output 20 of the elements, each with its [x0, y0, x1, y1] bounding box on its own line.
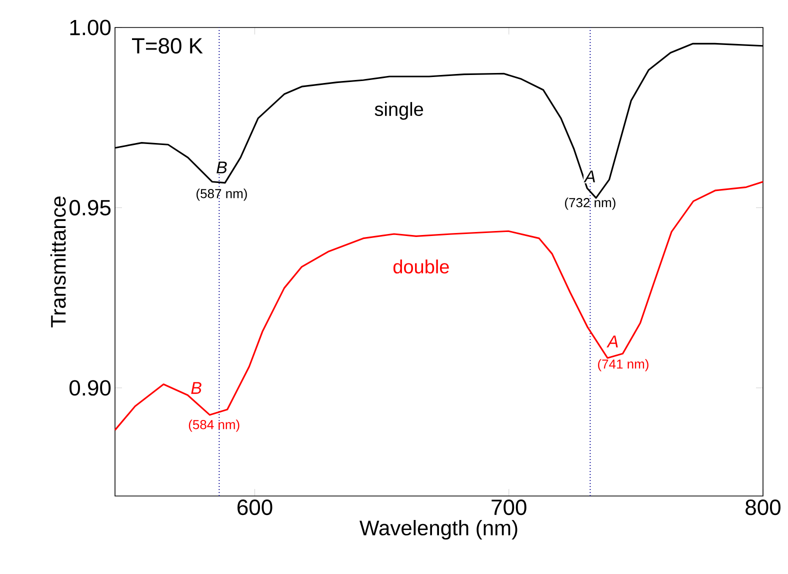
annotation: B — [191, 382, 202, 394]
annotation: B — [216, 162, 227, 174]
annotation: T=80 K — [132, 38, 203, 54]
x-tick-label: 600 — [238, 500, 272, 516]
annotation: (741 nm) — [598, 359, 648, 372]
y-tick-label: 0.95 — [70, 200, 111, 216]
y-axis-title: Transmittance — [50, 196, 66, 328]
annotation: A — [584, 170, 595, 182]
annotation: (732 nm) — [564, 198, 616, 210]
series-label: single — [374, 102, 424, 120]
annotation: A — [606, 336, 618, 348]
annotation: (584 nm) — [188, 420, 240, 432]
y-tick-label: 0.90 — [70, 380, 111, 396]
x-tick-label: 700 — [492, 500, 526, 516]
annotation: (587 nm) — [196, 188, 247, 201]
series-label: double — [393, 260, 449, 274]
x-axis-title: Wavelength (nm) — [360, 520, 518, 540]
line-series — [114, 180, 764, 431]
y-tick-label: 1.00 — [70, 20, 111, 36]
x-tick-label: 800 — [746, 500, 780, 516]
